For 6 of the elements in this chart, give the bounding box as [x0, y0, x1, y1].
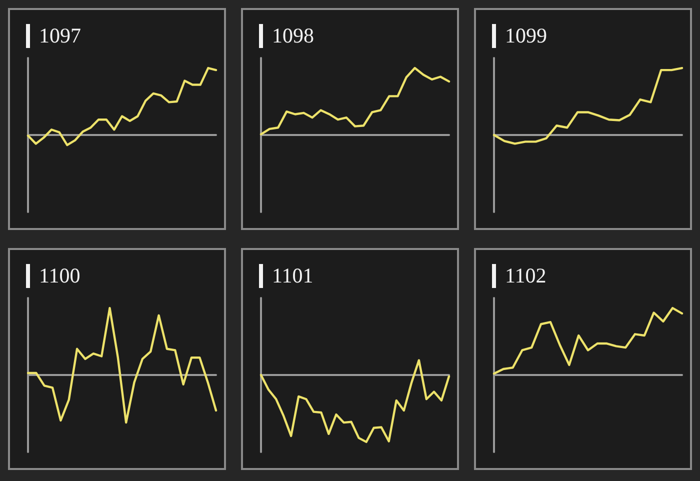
chart-title: 1098	[272, 24, 314, 48]
chart-title: 1099	[505, 24, 547, 48]
chart-title: 1097	[39, 24, 81, 48]
chart-title: 1101	[272, 264, 314, 288]
chart-title: 1100	[39, 264, 80, 288]
chart-title: 1102	[505, 264, 546, 288]
